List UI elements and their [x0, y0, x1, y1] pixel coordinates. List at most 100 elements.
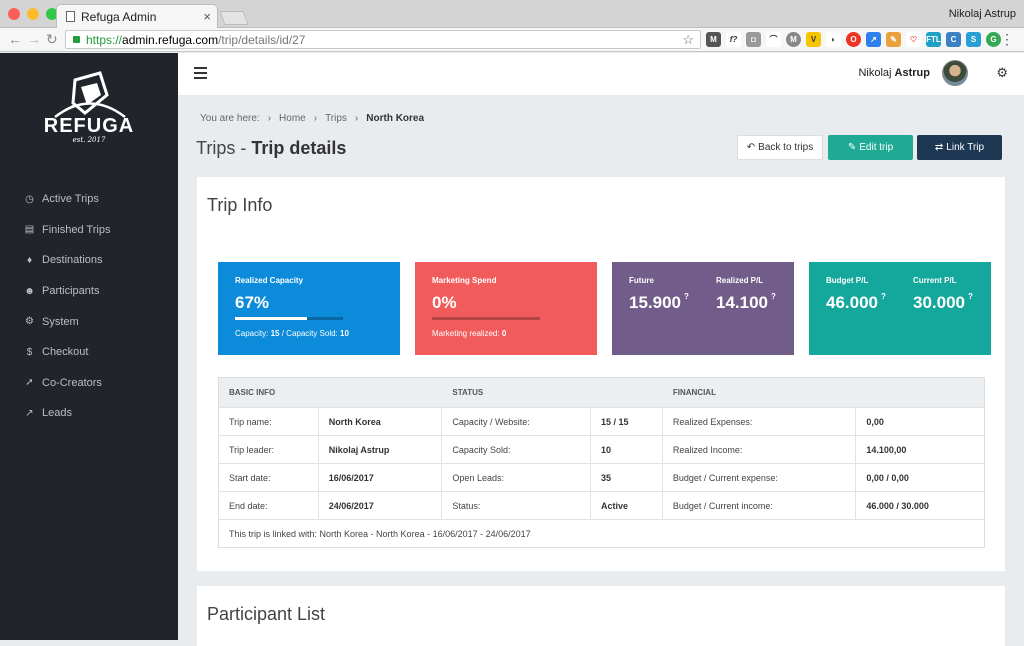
back-to-trips-button[interactable]: ↶ Back to trips [737, 135, 823, 160]
forward-arrow-icon[interactable]: → [27, 31, 41, 47]
browser-menu-icon[interactable]: ⋮ [1000, 31, 1014, 47]
clock-icon: ◷ [25, 193, 34, 205]
address-bar[interactable]: https://admin.refuga.com/trip/details/id… [65, 30, 701, 49]
header-status: STATUS [452, 388, 484, 397]
pencil-icon: ✎ [847, 142, 857, 153]
stat-label: Current P/L [913, 276, 957, 285]
breadcrumb-prefix: You are here: [200, 113, 260, 124]
stat-label: Marketing Spend [432, 276, 497, 285]
maximize-window-button[interactable] [46, 8, 58, 20]
new-tab-button[interactable] [219, 11, 249, 25]
trip-info-card: Trip Info Realized Capacity 67% Capacity… [197, 177, 1005, 571]
linked-trip-note: This trip is linked with: North Korea - … [219, 519, 984, 547]
bookmark-star-icon[interactable]: ☆ [682, 32, 694, 47]
question-icon[interactable]: ? [881, 292, 886, 302]
stat-sub: Marketing realized: 0 [432, 329, 507, 338]
opera-extension-icon[interactable]: O [846, 32, 861, 47]
table-cell: 16/06/2017 [319, 464, 443, 491]
breadcrumb-current: North Korea [366, 113, 425, 124]
table-cell: 10 [591, 436, 663, 463]
breadcrumb-trips[interactable]: Trips [325, 113, 347, 124]
stat-value: 0% [432, 293, 457, 312]
lock-icon [73, 36, 80, 43]
question-icon[interactable]: ? [968, 292, 973, 302]
stat-value: 15.900? [629, 292, 689, 312]
table-header: BASIC INFO STATUS FINANCIAL [219, 378, 984, 407]
sidebar-item-system[interactable]: ⚙ System [0, 306, 178, 337]
table-row: End date: 24/06/2017 Status: Active Budg… [219, 491, 984, 519]
avatar[interactable] [942, 60, 968, 86]
back-arrow-icon[interactable]: ← [8, 31, 22, 47]
trip-info-table: BASIC INFO STATUS FINANCIAL Trip name: N… [218, 377, 985, 548]
dollar-icon: $ [26, 346, 33, 358]
extension-icon[interactable]: ⌒ [766, 32, 781, 47]
user-name[interactable]: Nikolaj Astrup [858, 67, 930, 79]
link-trip-button[interactable]: ⇄ Link Trip [917, 135, 1002, 160]
browser-tabbar: Refuga Admin × Nikolaj Astrup [0, 0, 1024, 28]
table-row: Trip name: North Korea Capacity / Websit… [219, 407, 984, 435]
stat-sub: Capacity: 15 / Capacity Sold: 10 [235, 329, 349, 338]
stat-value: 67% [235, 293, 270, 312]
extension-icon[interactable]: C [946, 32, 961, 47]
header-financial: FINANCIAL [672, 388, 716, 397]
sidebar-item-participants[interactable]: ☻ Participants [0, 276, 178, 307]
stat-label: Realized P/L [716, 276, 764, 285]
camera-extension-icon[interactable]: ◘ [746, 32, 761, 47]
sidebar-item-label: Destinations [42, 254, 103, 267]
extension-icon[interactable]: S [966, 32, 981, 47]
close-window-button[interactable] [8, 8, 20, 20]
hamburger-menu-icon[interactable] [194, 67, 207, 82]
extension-icon[interactable]: FTL [926, 32, 941, 47]
gear-icon[interactable]: ⚙ [996, 65, 1008, 80]
browser-profile-name[interactable]: Nikolaj Astrup [948, 8, 1016, 20]
page-title: Trips - Trip details [196, 138, 347, 158]
browser-toolbar: ← → ↻ https://admin.refuga.com/trip/deta… [0, 28, 1024, 52]
extension-icon[interactable]: f? [726, 32, 741, 47]
extension-icon[interactable]: ◐ [826, 32, 841, 47]
breadcrumb-home[interactable]: Home [279, 113, 306, 124]
table-cell: North Korea [319, 408, 443, 435]
sidebar-item-label: Participants [42, 285, 100, 298]
sidebar-item-checkout[interactable]: $ Checkout [0, 337, 178, 368]
sidebar-item-active-trips[interactable]: ◷ Active Trips [0, 184, 178, 215]
capacity-progress-bar [235, 317, 343, 320]
sidebar-item-destinations[interactable]: ♦ Destinations [0, 245, 178, 276]
sidebar-item-label: Checkout [42, 346, 89, 359]
progress-fill [235, 317, 308, 320]
table-cell: 15 / 15 [591, 408, 663, 435]
sidebar-item-leads[interactable]: ↗ Leads [0, 398, 178, 429]
sidebar-item-finished-trips[interactable]: ▤ Finished Trips [0, 215, 178, 246]
cogs-icon: ⚙ [25, 316, 34, 328]
extension-icon[interactable]: G [986, 32, 1001, 47]
sidebar-item-label: Leads [42, 407, 72, 420]
table-cell: Capacity / Website: [442, 408, 592, 435]
table-cell: Trip leader: [219, 436, 319, 463]
question-icon[interactable]: ? [771, 292, 776, 302]
extension-icon[interactable]: ↗ [866, 32, 881, 47]
table-cell: Status: [442, 492, 592, 519]
participant-list-card: Participant List [197, 586, 1005, 646]
refuga-logo-icon[interactable] [45, 65, 135, 155]
logo-text: REFUGA [43, 115, 135, 137]
sidebar-item-label: Active Trips [42, 193, 99, 206]
extension-icon[interactable]: M [786, 32, 801, 47]
chevron-right-icon: › [313, 113, 318, 124]
question-icon[interactable]: ? [684, 292, 689, 302]
sidebar-item-co-creators[interactable]: ➚ Co-Creators [0, 368, 178, 399]
edit-trip-button[interactable]: ✎ Edit trip [828, 135, 913, 160]
exchange-icon: ⇄ [934, 142, 944, 153]
stat-value: 30.000? [913, 292, 973, 312]
table-cell: Realized Income: [663, 436, 857, 463]
reload-icon[interactable]: ↻ [46, 31, 58, 47]
table-cell: Capacity Sold: [442, 436, 592, 463]
extension-icon[interactable]: ♡ [906, 32, 921, 47]
minimize-window-button[interactable] [27, 8, 39, 20]
table-cell: Budget / Current expense: [663, 464, 857, 491]
list-icon: ▤ [24, 224, 35, 236]
extension-icon[interactable]: V [806, 32, 821, 47]
extension-icon[interactable]: ✎ [886, 32, 901, 47]
close-tab-icon[interactable]: × [203, 9, 211, 24]
extension-icon[interactable]: M [706, 32, 721, 47]
table-cell: 14.100,00 [866, 444, 907, 455]
browser-tab[interactable]: Refuga Admin × [56, 4, 218, 28]
